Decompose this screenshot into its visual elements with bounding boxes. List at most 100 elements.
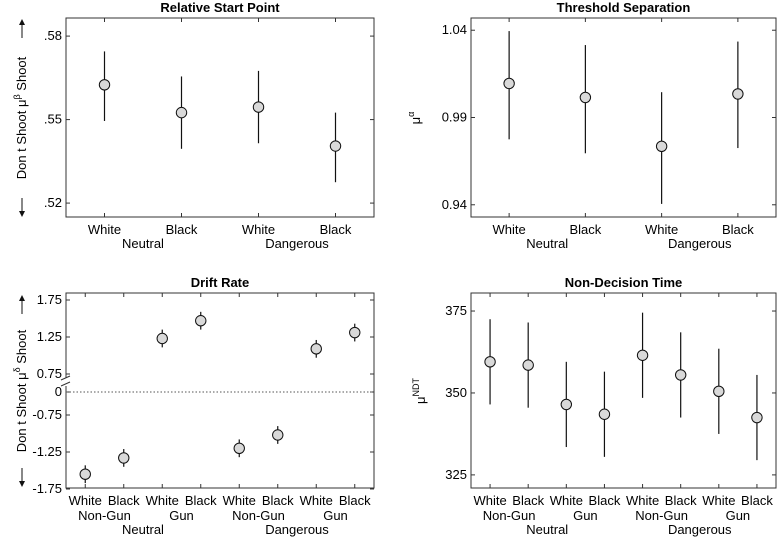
category-label: White <box>146 493 179 508</box>
y-tick-label: 375 <box>445 303 467 318</box>
category-label: White <box>242 222 275 237</box>
data-point <box>175 106 188 119</box>
y-tick-label: 1.75 <box>37 292 62 307</box>
data-point <box>503 77 515 90</box>
category-label: Black <box>512 493 544 508</box>
plot-frame <box>470 292 777 489</box>
group-label: Dangerous <box>265 522 329 537</box>
y-tick-label: .52 <box>44 195 62 210</box>
group-label: Dangerous <box>668 236 732 251</box>
y-axis-label: μα <box>406 112 423 125</box>
y-axis-label: μNDT <box>411 378 428 404</box>
data-point <box>98 79 111 91</box>
category-label: Black <box>569 222 601 237</box>
category-label: Black <box>339 493 371 508</box>
data-point <box>349 326 361 339</box>
axis-break-mark <box>60 375 71 381</box>
data-point <box>310 343 322 355</box>
category-label: White <box>702 493 735 508</box>
group-label: Dangerous <box>668 522 732 537</box>
y-tick-label: .55 <box>44 112 62 127</box>
data-point <box>252 101 265 113</box>
category-label: White <box>88 222 121 237</box>
category-label: White <box>300 493 333 508</box>
data-point <box>272 429 284 441</box>
category-label: Black <box>166 222 198 237</box>
category-label: White <box>69 493 102 508</box>
y-tick-label: -1.75 <box>32 481 62 496</box>
panel-1: Relative Start Point .52 .55 .58 White Black W… <box>44 0 375 251</box>
data-point <box>655 140 668 153</box>
y-axis-label-text: Don t Shoot μβ Shoot <box>12 56 29 179</box>
category-label: Black <box>722 222 754 237</box>
subgroup-label: Gun <box>323 508 348 523</box>
data-point <box>522 359 534 371</box>
arrow-up-icon <box>19 19 25 25</box>
category-label: White <box>550 493 583 508</box>
arrow-up-icon <box>19 295 25 301</box>
y-tick-label: -1.25 <box>32 444 62 459</box>
data-point <box>636 349 649 361</box>
axis-break-mark <box>60 381 71 387</box>
data-point <box>713 385 725 398</box>
data-point <box>598 408 611 420</box>
category-label: Black <box>320 222 352 237</box>
category-label: White <box>223 493 256 508</box>
data-point <box>79 468 91 480</box>
subgroup-label: Gun <box>726 508 751 523</box>
category-label: Black <box>262 493 294 508</box>
chart-title: Threshold Separation <box>557 0 691 15</box>
y-axis-label-text: μα <box>406 112 423 125</box>
arrow-down-icon <box>19 481 25 487</box>
arrow-down-icon <box>19 211 25 217</box>
subgroup-label: Gun <box>573 508 598 523</box>
plot-frame <box>65 17 375 218</box>
data-point <box>732 88 744 100</box>
data-point <box>329 140 342 152</box>
category-label: Black <box>185 493 217 508</box>
category-label: White <box>493 222 526 237</box>
category-label: White <box>645 222 678 237</box>
chart-title: Drift Rate <box>191 275 250 290</box>
y-tick-label: 0.99 <box>442 110 467 125</box>
data-point <box>674 369 687 381</box>
subgroup-label: Non-Gun <box>483 508 536 523</box>
category-label: Black <box>589 493 621 508</box>
y-tick-label: 0.94 <box>442 197 467 212</box>
y-tick-label: 1.04 <box>442 22 467 37</box>
chart-title: Non-Decision Time <box>565 275 683 290</box>
y-axis-label-text: μNDT <box>411 378 428 404</box>
y-tick-label: .58 <box>44 28 62 43</box>
data-point <box>484 356 496 368</box>
y-tick-label: 350 <box>445 385 467 400</box>
axis-break-gap <box>63 378 69 386</box>
y-axis-label: Don t Shoot μδ Shoot <box>12 295 29 487</box>
y-tick-label: 325 <box>445 467 467 482</box>
data-point <box>233 442 245 454</box>
group-label: Neutral <box>526 522 568 537</box>
subgroup-label: Non-Gun <box>78 508 131 523</box>
data-point <box>118 452 130 464</box>
plot-frame <box>65 292 375 489</box>
y-tick-label: 0.75 <box>37 366 62 381</box>
y-tick-label: 0 <box>55 384 62 399</box>
data-point <box>751 411 763 424</box>
group-label: Neutral <box>526 236 568 251</box>
category-label: White <box>626 493 659 508</box>
chart-title: Relative Start Point <box>160 0 280 15</box>
panel-3: Drift Rate -1.75 -1.25 -0.75 0 0.75 1.25 1.75 Wh… <box>32 275 375 537</box>
y-tick-label: -0.75 <box>32 407 62 422</box>
data-point <box>560 398 573 411</box>
y-axis-label-text: Don t Shoot μδ Shoot <box>12 329 29 452</box>
group-label: Neutral <box>122 522 164 537</box>
subgroup-label: Gun <box>169 508 194 523</box>
panel-4: Non-Decision Time 325 350 375 White Black Whit… <box>445 275 777 537</box>
category-label: Black <box>741 493 773 508</box>
data-point <box>195 315 207 327</box>
y-tick-label: 1.25 <box>37 329 62 344</box>
y-axis-label: Don t Shoot μβ Shoot <box>12 19 29 217</box>
panel-2: Threshold Separation 0.94 0.99 1.04 White Bla… <box>442 0 777 251</box>
data-point <box>156 332 168 345</box>
category-label: White <box>473 493 506 508</box>
